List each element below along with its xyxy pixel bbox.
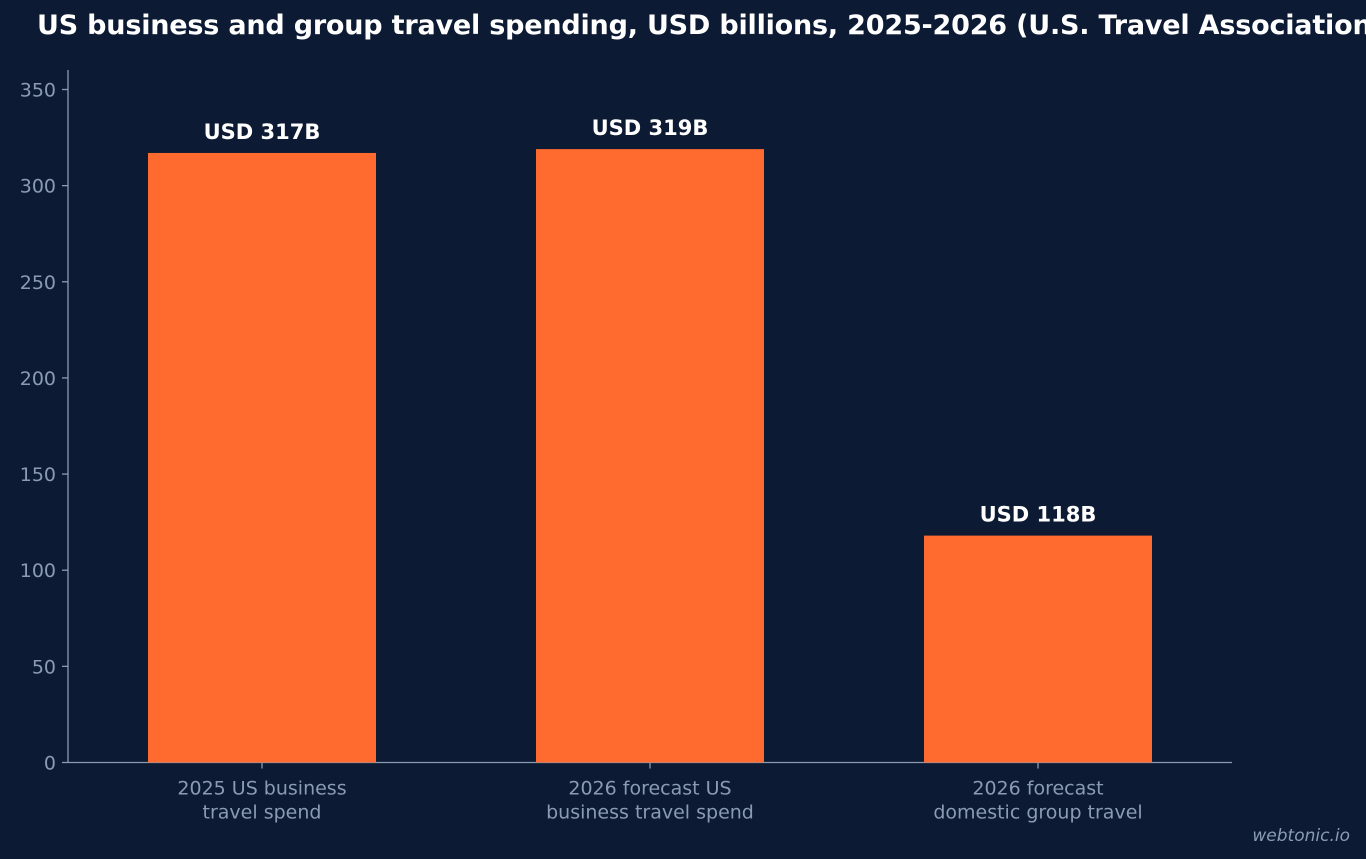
bars [148, 149, 1152, 763]
y-tick-label: 100 [20, 560, 56, 582]
data-label: USD 317B [204, 120, 321, 144]
chart-title: US business and group travel spending, U… [37, 10, 1366, 41]
y-tick-label: 200 [20, 368, 56, 390]
y-tick-label: 300 [20, 176, 56, 198]
bar [148, 152, 376, 763]
x-tick-label: 2026 forecast US business travel spend [546, 778, 754, 824]
y-tick-label: 350 [20, 80, 56, 102]
y-axis: 0 50 100 150 200 250 300 350 [20, 70, 69, 775]
y-tick-label: 150 [20, 464, 56, 486]
x-tick-label: 2026 forecast domestic group travel [933, 778, 1142, 824]
x-axis: 2025 US business travel spend 2026 forecas… [68, 761, 1232, 824]
x-tick-label: 2025 US business travel spend [177, 778, 346, 824]
y-tick-label: 0 [44, 753, 56, 775]
y-tick-label: 50 [32, 656, 56, 678]
data-labels: USD 317B USD 319B USD 118B [204, 116, 1097, 526]
data-label: USD 319B [592, 116, 709, 140]
watermark: webtonic.io [1252, 826, 1350, 846]
bar [924, 535, 1152, 763]
y-tick-label: 250 [20, 272, 56, 294]
data-label: USD 118B [980, 503, 1097, 527]
bar [536, 149, 764, 763]
